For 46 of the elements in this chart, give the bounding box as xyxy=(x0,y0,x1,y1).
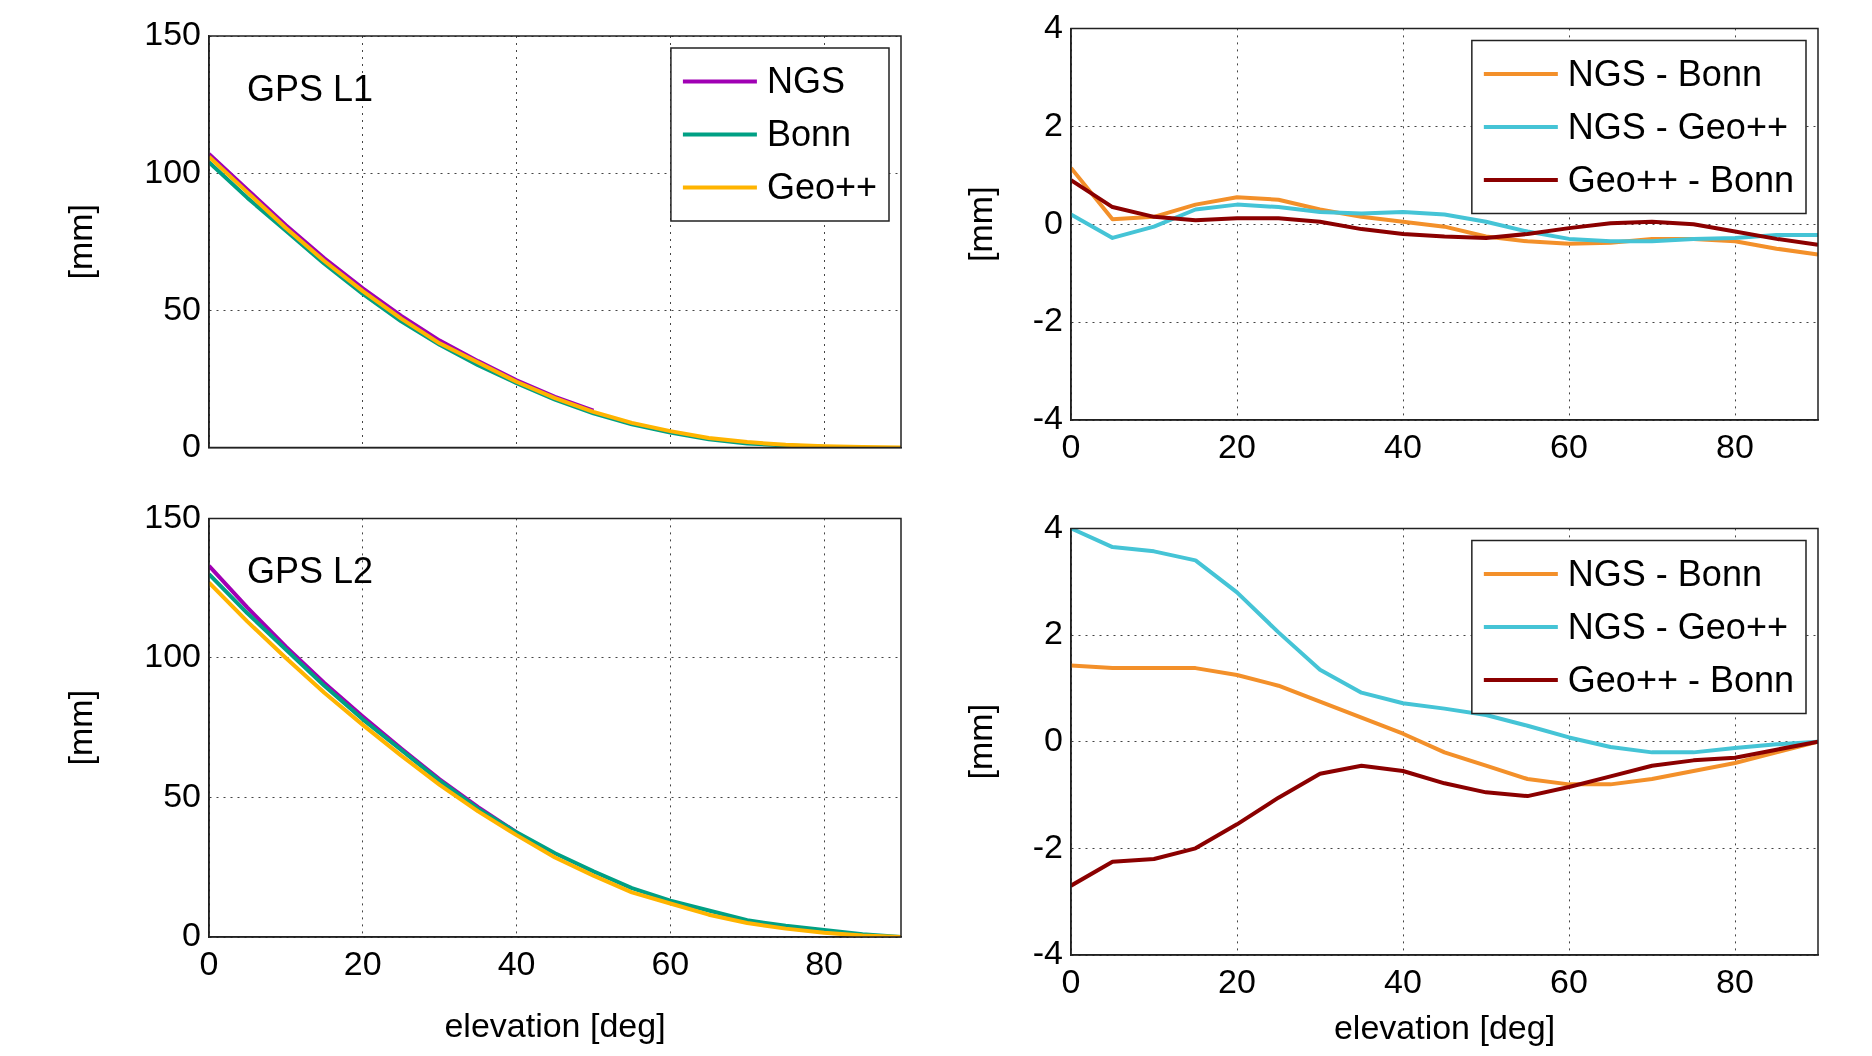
x-tick-label: 40 xyxy=(1384,961,1422,1000)
y-tick-label: -2 xyxy=(1032,300,1063,339)
x-tick-label: 20 xyxy=(343,943,382,982)
y-tick-label: -2 xyxy=(1032,826,1063,865)
text: GPS L1 xyxy=(247,67,374,109)
y-tick-label: 0 xyxy=(1044,202,1063,241)
y-axis-title: [mm] xyxy=(60,204,99,280)
y-tick-label: 150 xyxy=(144,496,201,535)
y-axis-title: [mm] xyxy=(960,703,999,780)
x-tick-label: 20 xyxy=(1218,426,1256,465)
legend-label: NGS - Bonn xyxy=(1567,52,1762,94)
x-tick-label: 40 xyxy=(497,943,536,982)
y-tick-label: 100 xyxy=(144,151,201,190)
x-axis-title: elevation [deg] xyxy=(444,1005,666,1044)
legend-label: NGS - Geo++ xyxy=(1567,605,1788,647)
y-axis-title: [mm] xyxy=(960,186,999,262)
y-tick-label: -4 xyxy=(1032,398,1063,437)
legend-label: NGS - Bonn xyxy=(1567,552,1762,594)
x-tick-label: 20 xyxy=(1218,961,1256,1000)
x-tick-label: 60 xyxy=(651,943,690,982)
x-tick-label: 80 xyxy=(1716,426,1754,465)
x-tick-label: 40 xyxy=(1384,426,1422,465)
x-tick-label: 80 xyxy=(1716,961,1754,1000)
y-tick-label: 150 xyxy=(144,14,201,53)
legend-label: Geo++ - Bonn xyxy=(1567,658,1795,700)
x-tick-label: 80 xyxy=(805,943,844,982)
y-tick-label: 100 xyxy=(144,636,201,675)
y-tick-label: 50 xyxy=(163,288,201,327)
y-tick-label: 4 xyxy=(1044,6,1063,45)
x-axis-title: elevation [deg] xyxy=(1333,1007,1556,1046)
y-tick-label: 2 xyxy=(1044,104,1063,143)
y-tick-label: 0 xyxy=(1044,720,1063,759)
y-tick-label: 2 xyxy=(1044,613,1063,652)
y-tick-label: 4 xyxy=(1044,506,1063,545)
text: GPS L2 xyxy=(247,550,374,592)
y-tick-label: -4 xyxy=(1032,933,1063,972)
y-tick-label: 50 xyxy=(163,775,201,814)
y-axis-title: [mm] xyxy=(60,689,99,766)
x-tick-label: 60 xyxy=(1550,961,1588,1000)
legend-label: Geo++ xyxy=(766,166,877,208)
legend-label: NGS - Geo++ xyxy=(1567,105,1788,147)
x-tick-label: 60 xyxy=(1550,426,1588,465)
legend-label: Geo++ - Bonn xyxy=(1567,158,1795,200)
legend-label: NGS xyxy=(766,60,845,102)
legend-label: Bonn xyxy=(766,113,851,155)
y-tick-label: 0 xyxy=(182,915,201,954)
